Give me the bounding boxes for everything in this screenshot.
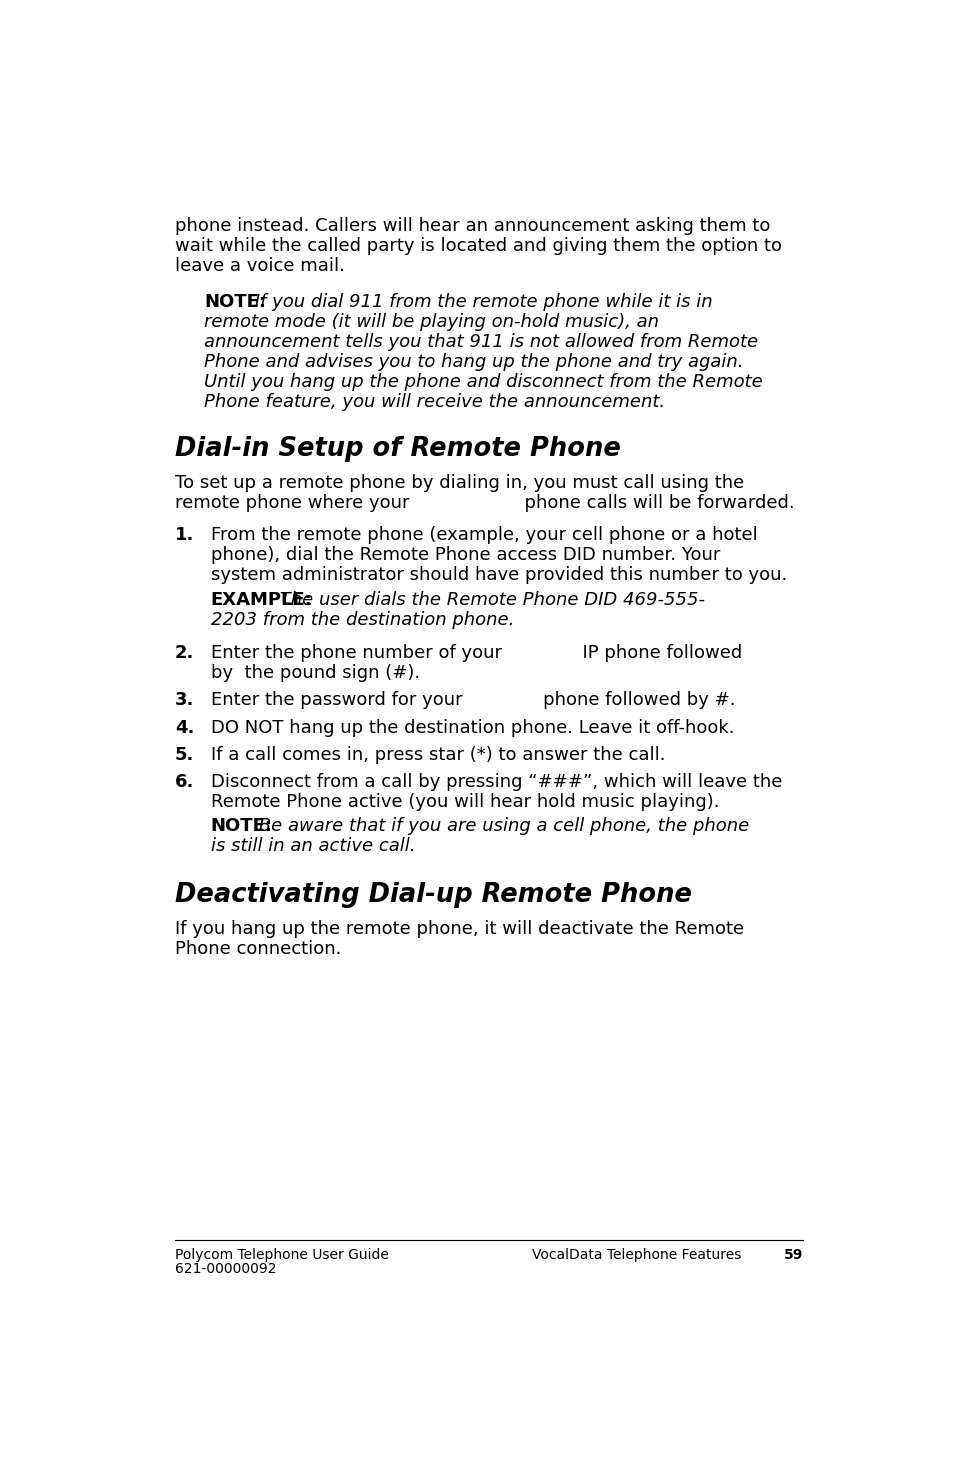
Text: Remote Phone active (you will hear hold music playing).: Remote Phone active (you will hear hold … bbox=[211, 794, 719, 811]
Text: leave a voice mail.: leave a voice mail. bbox=[174, 257, 345, 276]
Text: Until you hang up the phone and disconnect from the Remote: Until you hang up the phone and disconne… bbox=[204, 373, 762, 391]
Text: Phone connection.: Phone connection. bbox=[174, 940, 341, 957]
Text: 2.: 2. bbox=[174, 645, 194, 662]
Text: From the remote phone (example, your cell phone or a hotel: From the remote phone (example, your cel… bbox=[211, 527, 757, 544]
Text: 2203 from the destination phone.: 2203 from the destination phone. bbox=[211, 611, 514, 628]
Text: To set up a remote phone by dialing in, you must call using the: To set up a remote phone by dialing in, … bbox=[174, 473, 743, 491]
Text: remote phone where your                    phone calls will be forwarded.: remote phone where your phone calls will… bbox=[174, 494, 794, 512]
Text: 1.: 1. bbox=[174, 527, 194, 544]
Text: Dial-in Setup of Remote Phone: Dial-in Setup of Remote Phone bbox=[174, 435, 620, 462]
Text: 621-00000092: 621-00000092 bbox=[174, 1263, 276, 1276]
Text: If you dial 911 from the remote phone while it is in: If you dial 911 from the remote phone wh… bbox=[249, 292, 712, 311]
Text: 4.: 4. bbox=[174, 718, 194, 736]
Text: phone), dial the Remote Phone access DID number. Your: phone), dial the Remote Phone access DID… bbox=[211, 546, 720, 563]
Text: EXAMPLE:: EXAMPLE: bbox=[211, 590, 313, 609]
Text: remote mode (it will be playing on-hold music), an: remote mode (it will be playing on-hold … bbox=[204, 313, 659, 330]
Text: system administrator should have provided this number to you.: system administrator should have provide… bbox=[211, 566, 786, 584]
Text: Disconnect from a call by pressing “###”, which will leave the: Disconnect from a call by pressing “###”… bbox=[211, 773, 781, 791]
Text: 59: 59 bbox=[782, 1248, 802, 1263]
Text: Deactivating Dial-up Remote Phone: Deactivating Dial-up Remote Phone bbox=[174, 882, 691, 907]
Text: 5.: 5. bbox=[174, 746, 194, 764]
Text: VocalData Telephone Features: VocalData Telephone Features bbox=[531, 1248, 740, 1263]
Text: Be aware that if you are using a cell phone, the phone: Be aware that if you are using a cell ph… bbox=[253, 817, 749, 835]
Text: Phone and advises you to hang up the phone and try again.: Phone and advises you to hang up the pho… bbox=[204, 353, 743, 372]
Text: Enter the phone number of your              IP phone followed: Enter the phone number of your IP phone … bbox=[211, 645, 741, 662]
Text: announcement tells you that 911 is not allowed from Remote: announcement tells you that 911 is not a… bbox=[204, 333, 758, 351]
Text: 3.: 3. bbox=[174, 692, 194, 709]
Text: If you hang up the remote phone, it will deactivate the Remote: If you hang up the remote phone, it will… bbox=[174, 919, 743, 938]
Text: is still in an active call.: is still in an active call. bbox=[211, 838, 415, 856]
Text: DO NOT hang up the destination phone. Leave it off-hook.: DO NOT hang up the destination phone. Le… bbox=[211, 718, 734, 736]
Text: by  the pound sign (#).: by the pound sign (#). bbox=[211, 664, 419, 681]
Text: NOTE:: NOTE: bbox=[204, 292, 266, 311]
Text: Phone feature, you will receive the announcement.: Phone feature, you will receive the anno… bbox=[204, 394, 665, 412]
Text: wait while the called party is located and giving them the option to: wait while the called party is located a… bbox=[174, 237, 781, 255]
Text: If a call comes in, press star (*) to answer the call.: If a call comes in, press star (*) to an… bbox=[211, 746, 664, 764]
Text: Enter the password for your              phone followed by #.: Enter the password for your phone follow… bbox=[211, 692, 735, 709]
Text: 6.: 6. bbox=[174, 773, 194, 791]
Text: Polycom Telephone User Guide: Polycom Telephone User Guide bbox=[174, 1248, 389, 1263]
Text: NOTE:: NOTE: bbox=[211, 817, 273, 835]
Text: The user dials the Remote Phone DID 469-555-: The user dials the Remote Phone DID 469-… bbox=[274, 590, 704, 609]
Text: phone instead. Callers will hear an announcement asking them to: phone instead. Callers will hear an anno… bbox=[174, 217, 770, 235]
